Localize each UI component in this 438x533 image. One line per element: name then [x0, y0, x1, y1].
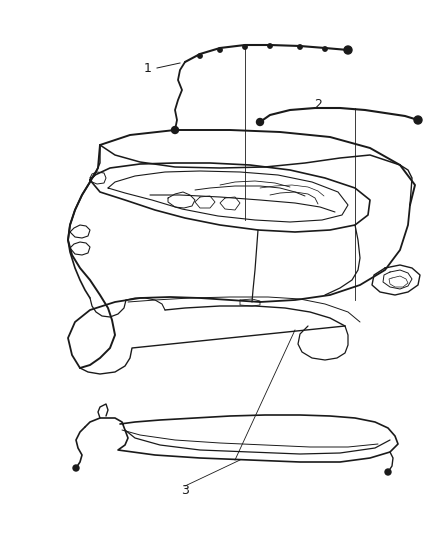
- Circle shape: [385, 469, 391, 475]
- Text: 2: 2: [314, 99, 322, 111]
- Circle shape: [73, 465, 79, 471]
- Circle shape: [257, 118, 264, 125]
- Circle shape: [414, 116, 422, 124]
- Text: 1: 1: [144, 61, 152, 75]
- Circle shape: [298, 45, 302, 49]
- Circle shape: [323, 47, 327, 51]
- Circle shape: [268, 44, 272, 48]
- Circle shape: [243, 45, 247, 49]
- Circle shape: [198, 54, 202, 58]
- Circle shape: [218, 48, 222, 52]
- Text: 3: 3: [181, 483, 189, 497]
- Circle shape: [172, 126, 179, 133]
- Circle shape: [344, 46, 352, 54]
